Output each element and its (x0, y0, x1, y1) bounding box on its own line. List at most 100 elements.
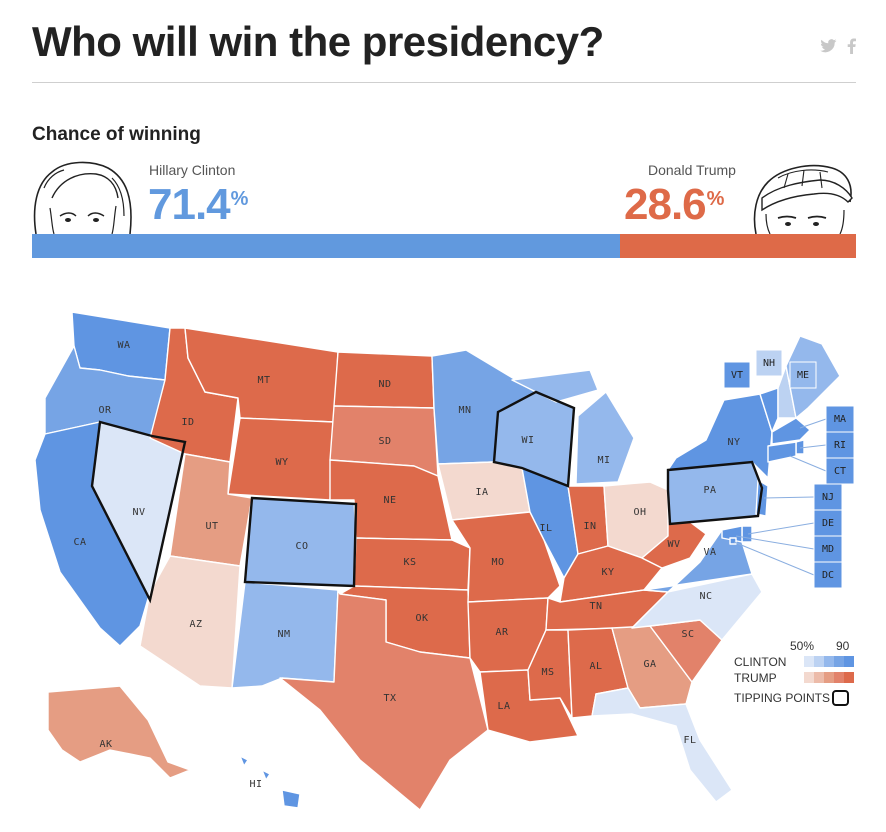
legend-row-clinton: CLINTON (734, 655, 786, 669)
state-box-label-vt: VT (731, 370, 743, 381)
legend-swatch-clinton-0 (804, 656, 814, 667)
state-label-mi: MI (597, 455, 610, 466)
tipping-outline-nv (90, 420, 187, 604)
state-box-label-de: DE (822, 518, 834, 529)
tipping-outline-co (243, 496, 358, 588)
state-label-oh: OH (633, 507, 646, 518)
state-label-ar: AR (495, 627, 509, 638)
state-label-nm: NM (277, 629, 290, 640)
state-dc[interactable] (729, 537, 737, 545)
us-electoral-map: WA OR CA NV ID MT WY UT AZ CO NM ND SD NE KS OK TX MN IA MO… (34, 311, 855, 811)
state-label-ny: NY (727, 437, 740, 448)
state-label-mn: MN (458, 405, 471, 416)
state-label-ga: GA (643, 659, 656, 670)
state-ri[interactable] (795, 439, 805, 455)
state-box-ct[interactable] (825, 457, 855, 485)
twitter-icon[interactable] (820, 39, 837, 58)
state-md[interactable] (721, 525, 743, 543)
box-leader-dc (733, 541, 815, 576)
state-label-ms: MS (541, 667, 554, 678)
state-label-sd: SD (378, 436, 391, 447)
trump-portrait (753, 164, 853, 235)
legend-scale-low: 50% (790, 639, 814, 653)
state-label-pa: PA (703, 485, 716, 496)
legend-swatch-trump-1 (814, 672, 824, 683)
legend-swatch-clinton-2 (824, 656, 834, 667)
legend-swatch-trump-4 (844, 672, 854, 683)
chance-bar (32, 234, 856, 258)
state-label-ok: OK (415, 613, 428, 624)
state-label-fl: FL (683, 735, 696, 746)
state-box-nh[interactable] (755, 349, 783, 377)
state-label-in: IN (583, 521, 596, 532)
legend-row-trump: TRUMP (734, 671, 777, 685)
state-tx[interactable] (279, 589, 489, 811)
box-leader-de (747, 522, 815, 535)
state-label-al: AL (589, 661, 602, 672)
state-label-nd: ND (378, 379, 391, 390)
clinton-chance: 71.4% (148, 180, 248, 229)
state-label-nv: NV (132, 507, 145, 518)
legend-swatch-clinton-3 (834, 656, 844, 667)
state-label-co: CO (295, 541, 308, 552)
map-legend: 50% 90 CLINTON TRUMP TIPPING POINTS (734, 639, 854, 706)
state-label-mt: MT (257, 375, 270, 386)
state-label-va: VA (703, 547, 716, 558)
state-ak[interactable] (47, 685, 191, 779)
state-label-id: ID (181, 417, 194, 428)
trump-bar-segment (620, 234, 856, 258)
state-box-label-ct: CT (834, 466, 846, 477)
box-leader-md (735, 535, 815, 550)
box-leader-ri (799, 444, 827, 449)
legend-swatch-trump-3 (834, 672, 844, 683)
state-box-label-nj: NJ (822, 492, 834, 503)
state-box-label-ma: MA (834, 414, 846, 425)
state-box-vt[interactable] (723, 361, 751, 389)
box-leader-ma (799, 418, 827, 429)
state-label-il: IL (539, 523, 552, 534)
legend-scale-high: 90 (836, 639, 850, 653)
state-label-mo: MO (491, 557, 504, 568)
facebook-icon[interactable] (847, 38, 856, 59)
state-label-tx: TX (383, 693, 396, 704)
page-title: Who will win the presidency? (32, 18, 604, 65)
state-az[interactable] (139, 555, 241, 689)
state-fl[interactable] (591, 687, 733, 803)
state-labels: WA OR CA NV ID MT WY UT AZ CO NM ND SD NE KS OK TX MN IA MO… (73, 340, 740, 790)
legend-swatch-clinton-1 (814, 656, 824, 667)
legend-swatch-clinton-4 (844, 656, 854, 667)
state-nc[interactable] (631, 573, 763, 641)
state-box-dc[interactable] (813, 561, 843, 589)
state-label-wv: WV (667, 539, 680, 550)
legend-tipping-swatch (832, 690, 849, 706)
state-box-label-nh: NH (763, 358, 775, 369)
state-label-wy: WY (275, 457, 288, 468)
trump-name: Donald Trump (648, 162, 736, 178)
state-ma[interactable] (771, 417, 811, 445)
state-label-wi: WI (521, 435, 534, 446)
share-buttons (820, 38, 856, 59)
state-box-label-ri: RI (834, 440, 846, 451)
legend-tipping-label: TIPPING POINTS (734, 691, 830, 705)
state-label-az: AZ (189, 619, 202, 630)
state-ct[interactable] (767, 441, 797, 463)
state-label-nc: NC (699, 591, 712, 602)
state-label-tn: TN (589, 601, 602, 612)
state-wv[interactable] (641, 519, 707, 569)
clinton-portrait (33, 161, 132, 235)
state-label-or: OR (98, 405, 112, 416)
state-hi[interactable] (239, 755, 301, 809)
clinton-name: Hillary Clinton (149, 162, 236, 178)
state-box-ri[interactable] (825, 431, 855, 459)
state-label-la: LA (497, 701, 510, 712)
state-label-ut: UT (205, 521, 218, 532)
state-label-sc: SC (681, 629, 694, 640)
state-label-ca: CA (73, 537, 86, 548)
state-box-me[interactable] (789, 361, 817, 389)
box-leader-nj (763, 496, 815, 499)
tipping-outline-pa (666, 460, 764, 526)
state-shapes (34, 311, 841, 811)
small-state-boxes: VT NH ME MA RI CT NJ DE MD DC (723, 349, 855, 589)
trump-chance: 28.6% (624, 180, 724, 229)
state-label-ne: NE (383, 495, 396, 506)
